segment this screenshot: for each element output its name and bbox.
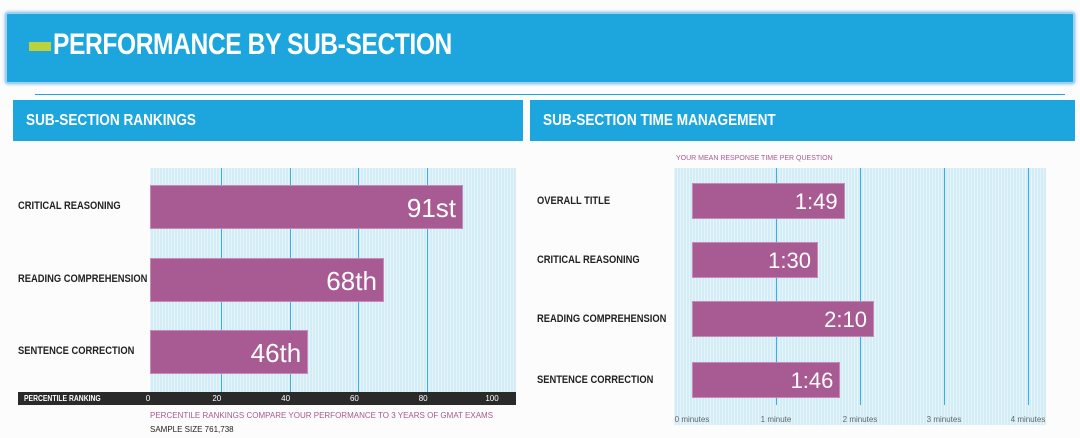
category-label: SENTENCE CORRECTION <box>18 345 135 357</box>
tick-label: 0 minutes <box>674 415 710 424</box>
tick-label: 40 <box>281 394 291 403</box>
tick-label: 100 <box>485 394 499 403</box>
page-title: PERFORMANCE BY SUB-SECTION <box>53 28 452 61</box>
category-label: CRITICAL REASONING <box>537 254 640 266</box>
rankings-panel-header: SUB-SECTION RANKINGS <box>13 100 523 141</box>
tick-label: 60 <box>349 394 359 403</box>
category-label: READING COMPREHENSION <box>18 273 148 285</box>
time-plot: 1:49 1:30 2:10 1:46 0 minutes 1 minute 2 minut… <box>674 168 1046 425</box>
gridline <box>776 168 777 405</box>
bar: 46th <box>150 330 309 374</box>
time-subtitle: YOUR MEAN RESPONSE TIME PER QUESTION <box>676 155 833 162</box>
page-header: PERFORMANCE BY SUB-SECTION <box>5 12 1075 84</box>
rankings-plot: 91st 68th 46th <box>150 168 516 392</box>
gridline <box>1028 168 1029 405</box>
gridline <box>860 168 861 405</box>
tick-label: 80 <box>418 394 428 403</box>
percentile-note: PERCENTILE RANKINGS COMPARE YOUR PERFORM… <box>150 411 494 420</box>
divider <box>35 94 1065 95</box>
tick-label: 20 <box>212 394 222 403</box>
bar: 2:10 <box>692 301 874 337</box>
tick-label: 2 minutes <box>842 415 878 424</box>
category-label: OVERALL TITLE <box>537 195 611 207</box>
category-label: READING COMPREHENSION <box>537 313 667 325</box>
tick-label: 3 minutes <box>926 415 962 424</box>
bar: 1:46 <box>692 362 841 398</box>
bar: 68th <box>150 258 384 302</box>
bar: 1:49 <box>692 183 845 219</box>
time-title: SUB-SECTION TIME MANAGEMENT <box>543 112 776 129</box>
accent-dash <box>29 42 51 51</box>
time-panel-header: SUB-SECTION TIME MANAGEMENT <box>530 100 1075 141</box>
axis-label: PERCENTILE RANKING <box>24 394 101 403</box>
category-label: SENTENCE CORRECTION <box>537 374 654 386</box>
tick-label: 4 minutes <box>1010 415 1046 424</box>
sample-size: SAMPLE SIZE 761,738 <box>150 425 234 434</box>
tick-label: 1 minute <box>760 415 792 424</box>
tick-label: 0 <box>145 394 151 403</box>
bar: 1:30 <box>692 242 818 278</box>
bar: 91st <box>150 185 464 229</box>
rankings-axis-bar: PERCENTILE RANKING 0 20 40 60 80 100 <box>18 392 516 405</box>
category-label: CRITICAL REASONING <box>18 200 121 212</box>
gridline <box>944 168 945 405</box>
gridline <box>427 168 429 392</box>
rankings-title: SUB-SECTION RANKINGS <box>26 112 197 129</box>
